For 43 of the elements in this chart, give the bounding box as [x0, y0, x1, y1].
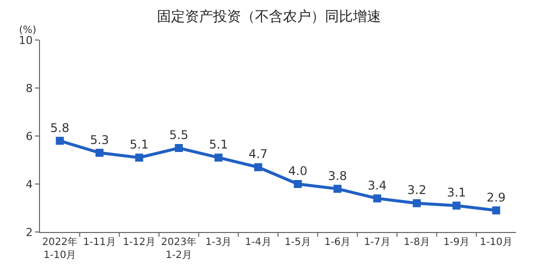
data-label: 5.1: [130, 138, 149, 152]
chart-title: 固定资产投资（不含农户）同比增速: [157, 8, 381, 25]
x-tick-label: 1-12月: [122, 237, 156, 248]
data-label: 3.8: [328, 168, 348, 183]
y-tick-label: 8: [26, 82, 33, 95]
x-tick-label: 2023年 1-2月: [161, 236, 197, 261]
point: [96, 148, 104, 157]
point: [174, 144, 183, 152]
x-tick-label: 2022年 1-10月: [42, 236, 78, 261]
x-tick-label: 1-8月: [404, 237, 430, 248]
point: [294, 180, 302, 188]
point: [56, 136, 64, 145]
data-label: 4.7: [248, 147, 268, 162]
x-tick-label: 1-9月: [443, 237, 470, 248]
point: [334, 184, 342, 193]
data-label: 3.1: [446, 186, 466, 200]
data-label: 5.3: [90, 132, 110, 147]
point: [373, 194, 382, 202]
x-tick-label: 1-11月: [83, 237, 116, 248]
x-tick-label: 1-4月: [245, 237, 272, 248]
x-tick-label: 1-5月: [284, 237, 311, 248]
point: [452, 202, 460, 210]
point: [412, 199, 421, 208]
y-tick-label: 2: [26, 226, 33, 239]
data-label: 5.5: [169, 128, 188, 142]
x-tick-label: 1-10月: [480, 237, 513, 248]
y-tick-label: 4: [26, 178, 33, 191]
y-tick-label: 10: [18, 34, 33, 47]
data-label: 5.8: [50, 120, 70, 135]
x-tick-label: 1-3月: [205, 237, 232, 248]
x-tick-label: 1-7月: [364, 237, 390, 248]
y-tick-label: 6: [26, 130, 33, 143]
point: [214, 154, 222, 162]
x-tick-label: 1-6月: [324, 237, 351, 248]
point: [492, 206, 500, 214]
data-label: 4.0: [288, 164, 308, 178]
point: [135, 154, 144, 162]
data-label: 3.2: [407, 183, 426, 198]
data-label: 3.4: [368, 178, 387, 192]
data-label: 2.9: [486, 190, 506, 204]
y-axis-title: (%): [19, 25, 36, 36]
data-label: 5.1: [208, 138, 228, 152]
point: [254, 163, 262, 172]
